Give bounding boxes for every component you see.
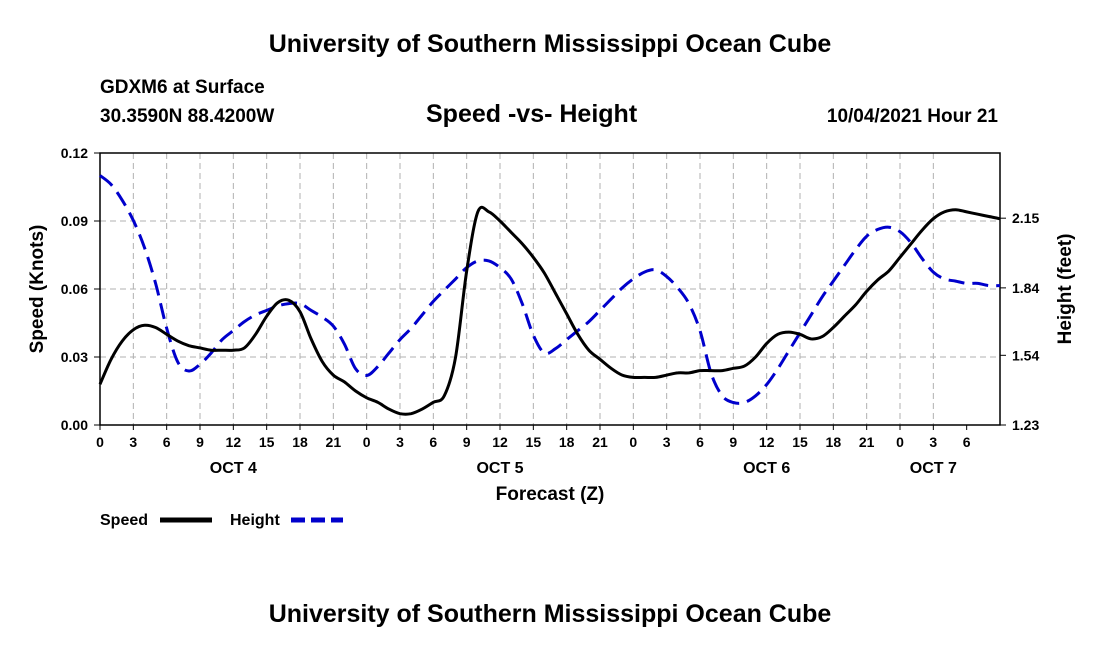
x-tick-label: 3: [663, 434, 671, 450]
series: [98, 174, 1001, 416]
x-tick-label: 9: [196, 434, 204, 450]
x-tick-label: 18: [292, 434, 308, 450]
x-tick-label: 12: [226, 434, 242, 450]
day-label: OCT 5: [476, 460, 523, 477]
y2-tick-label: 1.84: [1012, 280, 1039, 296]
x-tick-label: 0: [629, 434, 637, 450]
x-tick-label: 12: [759, 434, 775, 450]
page-title: University of Southern Mississippi Ocean…: [268, 30, 832, 58]
x-tick-label: 0: [96, 434, 104, 450]
y-tick-label: 0.06: [61, 281, 88, 297]
legend-height-label: Height: [230, 512, 280, 529]
y2-axis-label: Height (feet): [1055, 234, 1076, 345]
x-axis-label: Forecast (Z): [496, 484, 605, 505]
coordinates-label: 30.3590N 88.4200W: [100, 106, 275, 127]
x-tick-label: 21: [859, 434, 875, 450]
speed-series-line: [98, 205, 1001, 416]
legend: Speed Height: [100, 512, 343, 529]
x-tick-label: 3: [396, 434, 404, 450]
y2-tick-label: 1.54: [1012, 347, 1039, 363]
y2-tick-label: 1.23: [1012, 417, 1039, 433]
y-tick-label: 0.00: [61, 417, 88, 433]
x-tick-label: 15: [259, 434, 275, 450]
speed-height-chart: 0 3 6 9 12 15 18 21 0 3 6 9 12 15 18 21 0 3 6 9 12 15 18 21 0 3 6O…: [27, 145, 1076, 529]
station-label: GDXM6 at Surface: [100, 77, 265, 98]
x-tick-label: 6: [696, 434, 704, 450]
forecast-datestamp: 10/04/2021 Hour 21: [826, 106, 998, 127]
chart-subtitle: Speed -vs- Height: [426, 100, 638, 128]
legend-speed-label: Speed: [100, 512, 148, 529]
x-tick-label: 3: [129, 434, 137, 450]
x-tick-label: 9: [729, 434, 737, 450]
x-tick-label: 21: [592, 434, 608, 450]
x-tick-label: 3: [929, 434, 937, 450]
day-label: OCT 7: [910, 460, 957, 477]
y-tick-label: 0.09: [61, 213, 88, 229]
x-tick-label: 18: [559, 434, 575, 450]
x-tick-label: 6: [163, 434, 171, 450]
x-tick-label: 15: [792, 434, 808, 450]
y-axis-label: Speed (Knots): [27, 225, 48, 354]
y2-tick-label: 2.15: [1012, 210, 1039, 226]
x-tick-label: 0: [896, 434, 904, 450]
x-tick-label: 12: [492, 434, 508, 450]
x-tick-label: 15: [526, 434, 542, 450]
x-tick-label: 0: [363, 434, 371, 450]
x-tick-label: 9: [463, 434, 471, 450]
grid: [100, 153, 1000, 425]
y-tick-label: 0.03: [61, 349, 88, 365]
x-tick-label: 18: [826, 434, 842, 450]
day-label: OCT 6: [743, 460, 790, 477]
axes: 0 3 6 9 12 15 18 21 0 3 6 9 12 15 18 21 0 3 6 9 12 15 18 21 0 3 6O…: [61, 145, 1040, 477]
height-series-line: [99, 174, 1001, 405]
x-tick-label: 6: [963, 434, 971, 450]
x-tick-label: 21: [326, 434, 342, 450]
day-label: OCT 4: [210, 460, 257, 477]
y-tick-label: 0.12: [61, 145, 88, 161]
footer-title: University of Southern Mississippi Ocean…: [268, 600, 832, 628]
x-tick-label: 6: [429, 434, 437, 450]
